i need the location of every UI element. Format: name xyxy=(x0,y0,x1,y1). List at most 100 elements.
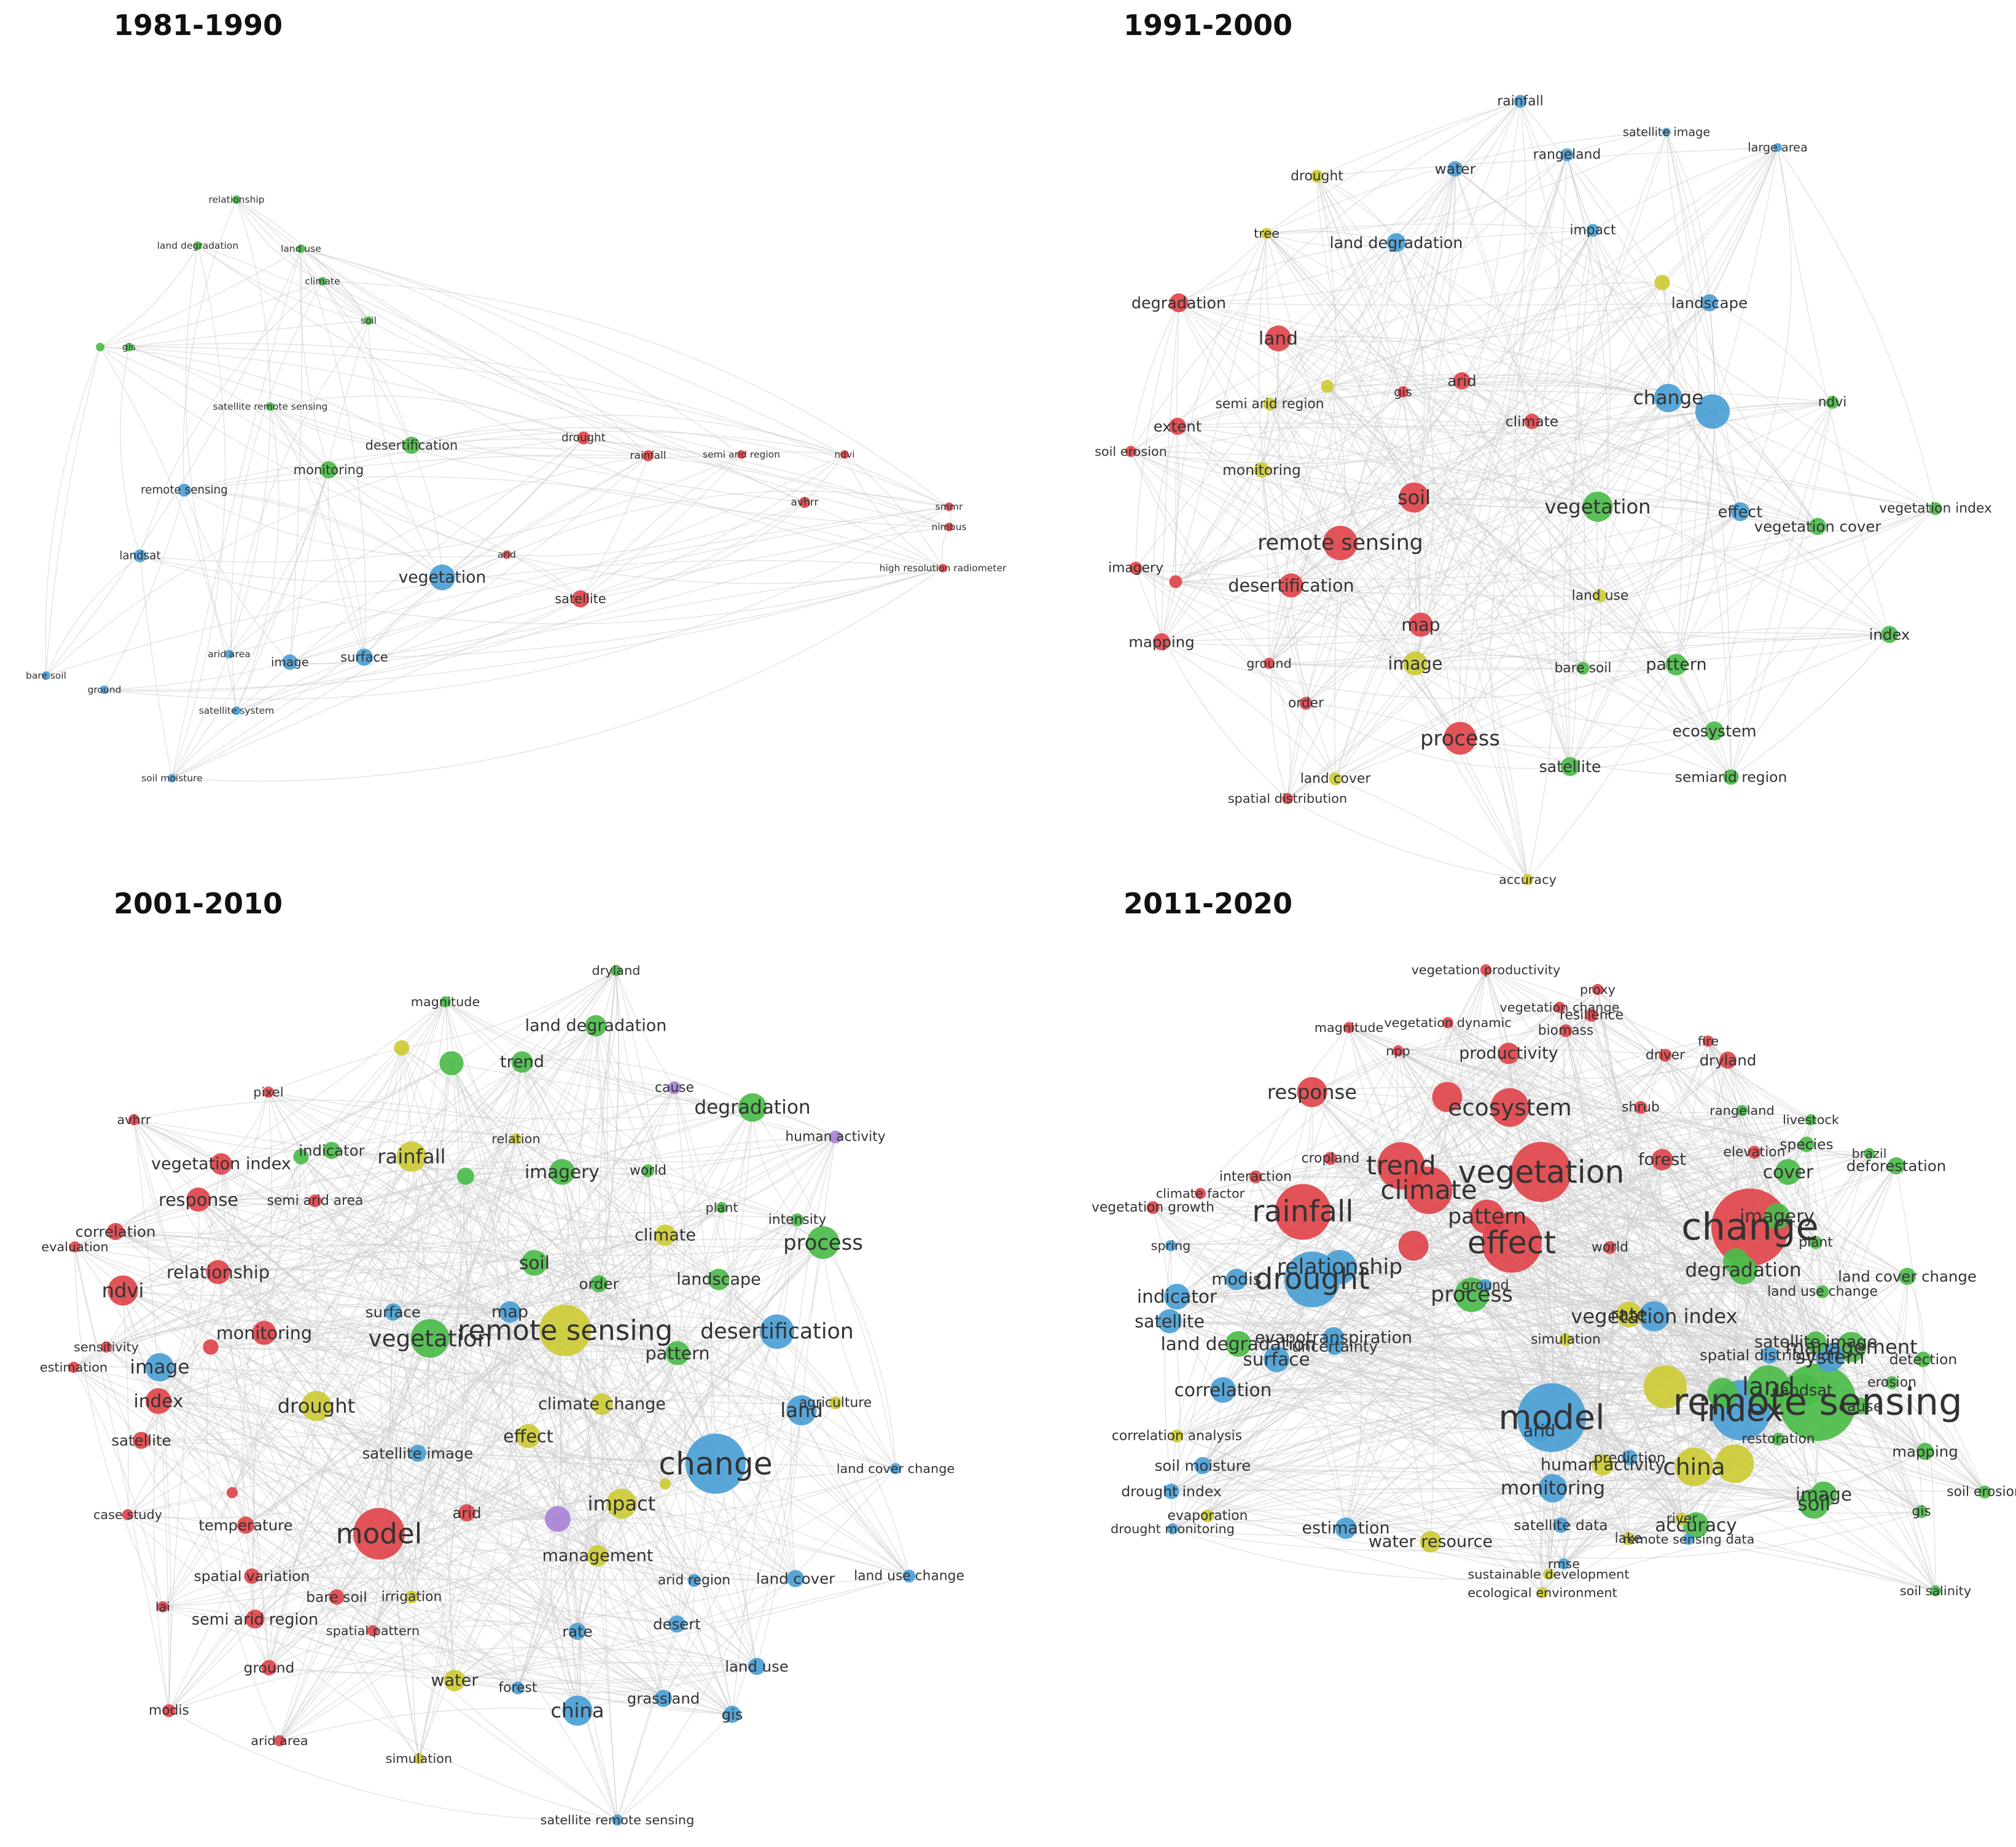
edge xyxy=(1676,302,1716,665)
edge xyxy=(122,1290,578,1711)
edge xyxy=(418,1330,566,1759)
node-erosion xyxy=(1885,1376,1899,1389)
node-label: magnitude xyxy=(411,994,480,1009)
node-label: drought xyxy=(561,432,606,445)
edge xyxy=(229,455,649,655)
node-label: land xyxy=(780,1399,823,1422)
edge xyxy=(1582,302,1710,669)
edge xyxy=(1202,1465,1431,1542)
node-label: pattern xyxy=(1448,1205,1526,1229)
edge xyxy=(210,1219,798,1349)
edge xyxy=(1287,663,1416,799)
edge xyxy=(577,1631,757,1667)
edge xyxy=(1291,380,1463,586)
edge xyxy=(418,1176,468,1759)
edge xyxy=(1171,1176,1256,1492)
node-accuracy xyxy=(1683,1512,1709,1538)
edge xyxy=(465,1176,716,1464)
edge xyxy=(1339,1267,1362,1529)
edge xyxy=(1428,1190,1435,1542)
node-label: rainfall xyxy=(1252,1195,1353,1229)
node-label: drought xyxy=(278,1394,356,1418)
node-label: image xyxy=(271,655,309,670)
edge xyxy=(1430,1511,1922,1559)
edge xyxy=(1269,302,1710,405)
edge xyxy=(141,1346,211,1441)
edge xyxy=(1305,703,1571,769)
node-unlabeled xyxy=(545,1506,571,1532)
node-label: trend xyxy=(1366,1150,1436,1181)
node-label: indicator xyxy=(1137,1286,1217,1307)
node-land xyxy=(1265,326,1291,351)
edge xyxy=(210,1001,446,1348)
edge xyxy=(509,1275,719,1313)
edge xyxy=(1455,168,1533,422)
edge xyxy=(74,1246,159,1402)
node-pattern xyxy=(1470,1200,1504,1234)
node-arid xyxy=(458,1504,475,1521)
edge xyxy=(728,1107,757,1667)
node-label: soil xyxy=(361,315,377,326)
node-label: elevation xyxy=(1724,1145,1786,1160)
node-satellite xyxy=(1157,1309,1182,1334)
node-label: correlation xyxy=(76,1223,156,1241)
edge xyxy=(1178,233,1267,303)
node-label: remote sensing xyxy=(458,1314,673,1347)
node-label: climate xyxy=(1380,1175,1477,1206)
edge xyxy=(465,1169,824,1243)
edge xyxy=(1459,230,1593,739)
node-simulation xyxy=(1559,1333,1573,1346)
node-vegetation xyxy=(410,1319,450,1358)
edge xyxy=(264,1332,380,1534)
edge xyxy=(411,429,584,446)
edge xyxy=(464,1176,558,1520)
edge xyxy=(411,1156,910,1577)
node-arid xyxy=(1453,372,1471,389)
node-label: cover xyxy=(1763,1162,1814,1182)
node-semiarid-region xyxy=(1723,769,1739,785)
node-label: npp xyxy=(1386,1044,1410,1058)
node-label: management xyxy=(542,1547,654,1566)
node-bare-soil xyxy=(42,671,50,680)
edge xyxy=(279,1708,578,1741)
node-rainfall xyxy=(642,450,654,462)
edge xyxy=(445,1001,910,1577)
node-rmse xyxy=(1558,1558,1570,1570)
node-soil-salinity xyxy=(1929,1585,1942,1597)
edge xyxy=(1418,101,1521,625)
edge xyxy=(844,454,944,569)
node-label: impact xyxy=(1569,223,1616,238)
node-satellite-data xyxy=(1553,1517,1569,1533)
edge xyxy=(1891,1382,1922,1512)
node-label: tree xyxy=(1254,226,1280,241)
edge xyxy=(106,1346,733,1715)
node-label: human activity xyxy=(1541,1456,1665,1475)
node-label: fire xyxy=(1698,1034,1719,1048)
node-label: dryland xyxy=(1700,1052,1757,1069)
edge xyxy=(1712,411,1732,778)
edge xyxy=(185,245,230,655)
node-vegetation xyxy=(1582,491,1613,522)
edge xyxy=(1671,1041,1709,1520)
edge xyxy=(1327,386,1732,778)
node-label: image xyxy=(130,1356,189,1378)
node-semi-arid-area xyxy=(308,1194,322,1208)
node-label: lai xyxy=(155,1599,170,1614)
node-desertification xyxy=(1279,573,1303,598)
node-label: response xyxy=(1267,1080,1357,1104)
edge xyxy=(522,1059,753,1108)
node-spatial-distribution xyxy=(1281,792,1294,805)
edge xyxy=(1397,1015,1592,1052)
edge xyxy=(1333,1041,1709,1338)
node-unlabeled xyxy=(439,1051,464,1076)
edge xyxy=(1666,131,1741,512)
node-label: rainfall xyxy=(1497,94,1543,109)
edge-layer xyxy=(73,970,910,1821)
node-label: proxy xyxy=(1580,982,1616,997)
edge xyxy=(133,1119,757,1667)
edge xyxy=(1311,1091,1893,1383)
edge xyxy=(1330,1158,1630,1458)
node-label: ecological environment xyxy=(1467,1585,1617,1600)
edge xyxy=(1459,154,1568,739)
edge xyxy=(133,1119,222,1165)
